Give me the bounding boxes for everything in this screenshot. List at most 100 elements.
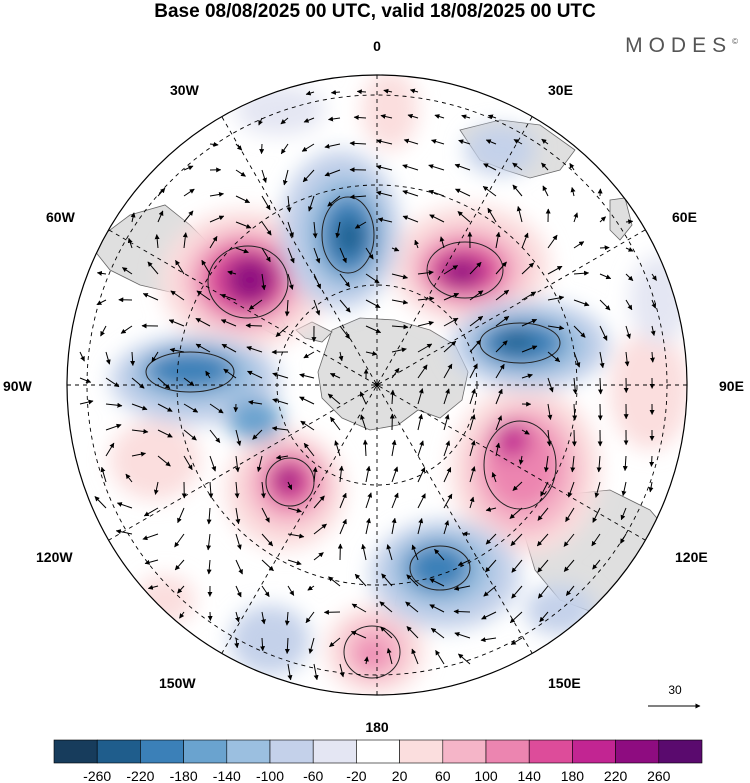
wind-arrow — [116, 502, 133, 509]
wind-arrow — [324, 169, 341, 177]
wind-arrow — [521, 232, 529, 249]
wind-arrow — [598, 377, 604, 395]
reference-vector: 30 — [648, 683, 701, 709]
wind-arrow — [495, 261, 507, 275]
wind-arrow — [209, 191, 224, 197]
wind-arrow — [360, 414, 367, 431]
wind-arrow — [391, 347, 407, 353]
wind-arrow — [205, 370, 211, 379]
colorbar-label: -220 — [126, 768, 154, 783]
wind-arrow — [443, 440, 451, 457]
wind-arrow — [183, 210, 194, 223]
wind-arrow — [443, 520, 450, 535]
colorbar-swatch — [140, 739, 184, 764]
wind-arrow — [417, 467, 426, 483]
wind-arrow — [153, 481, 159, 495]
wind-arrow — [547, 265, 563, 275]
wind-arrow — [409, 88, 419, 94]
wind-arrow — [349, 140, 367, 146]
wind-arrow — [383, 88, 393, 94]
wind-arrow — [650, 325, 656, 336]
wind-arrow — [334, 440, 341, 457]
wind-arrow — [417, 343, 433, 353]
wind-arrow — [521, 262, 535, 275]
colorbar-label: 220 — [604, 768, 628, 783]
wind-arrow — [209, 215, 225, 223]
wind-arrow — [469, 388, 476, 405]
wind-arrow — [573, 212, 579, 223]
wind-arrow — [287, 481, 293, 490]
wind-arrow — [120, 325, 133, 334]
wind-arrow — [443, 388, 450, 405]
wind-arrow — [209, 141, 219, 147]
wind-arrow — [417, 296, 435, 302]
wind-arrow — [183, 377, 195, 387]
wind-arrow — [469, 262, 482, 275]
wind-arrow — [313, 552, 324, 561]
wind-arrow — [521, 345, 538, 353]
wind-arrow — [443, 414, 450, 431]
wind-arrow — [443, 493, 453, 509]
wind-arrow — [541, 162, 549, 171]
wind-arrow — [96, 270, 107, 276]
wind-arrow — [482, 185, 497, 197]
wind-arrow — [100, 466, 107, 483]
wind-arrow — [195, 317, 211, 327]
wind-arrow — [330, 89, 341, 95]
wind-arrow — [329, 416, 341, 431]
wind-arrow — [339, 273, 351, 288]
map-disk — [67, 75, 687, 695]
wind-arrow — [235, 429, 242, 446]
wind-arrow — [485, 559, 497, 573]
wind-arrow — [339, 492, 347, 509]
colorbar-swatch — [356, 739, 400, 764]
wind-arrow — [428, 164, 445, 171]
wind-arrow — [303, 117, 315, 123]
wind-arrow — [622, 455, 628, 472]
wind-arrow — [376, 190, 393, 197]
colorbar-label: 60 — [435, 768, 451, 783]
colorbar-label: 180 — [561, 768, 585, 783]
wind-arrow — [458, 139, 471, 145]
wind-arrow — [157, 377, 171, 390]
wind-arrow — [147, 584, 159, 590]
wind-arrow — [457, 211, 471, 223]
colorbar-swatch — [615, 739, 660, 764]
wind-arrow — [573, 241, 585, 249]
wind-arrow — [206, 507, 212, 525]
wind-arrow — [512, 162, 523, 171]
wind-arrow — [275, 325, 289, 337]
wind-arrow — [221, 343, 237, 353]
wind-arrow — [391, 466, 399, 483]
wind-arrow — [299, 373, 315, 379]
wind-arrow — [402, 215, 419, 223]
wind-arrow — [327, 393, 341, 405]
wind-arrow — [157, 429, 173, 438]
wind-arrow — [547, 351, 561, 363]
wind-arrow — [183, 403, 199, 413]
wind-arrow — [417, 388, 424, 405]
wind-arrow — [305, 90, 315, 96]
wind-arrow — [272, 372, 289, 379]
wind-arrow — [258, 117, 263, 126]
wind-arrow — [338, 465, 344, 483]
wind-arrow — [511, 585, 523, 599]
wind-arrow — [624, 351, 630, 367]
wind-arrow — [79, 351, 85, 362]
wind-arrow — [284, 611, 290, 626]
wind-arrow — [284, 299, 290, 317]
wind-arrow — [469, 315, 484, 327]
wind-arrow — [127, 237, 133, 249]
wind-arrow — [260, 481, 266, 499]
wind-arrow — [390, 389, 396, 405]
wind-arrow — [260, 637, 266, 652]
wind-arrow — [485, 139, 497, 145]
wind-arrow — [540, 481, 549, 497]
wind-arrow — [248, 299, 263, 310]
wind-arrow — [280, 117, 289, 125]
wind-arrow — [439, 236, 445, 249]
colorbar: -260 -220 -180 -140 -100 -60 -20 20 60 100 140 180 2… — [53, 739, 703, 783]
wind-arrow — [183, 188, 195, 197]
wind-arrow — [510, 533, 523, 546]
